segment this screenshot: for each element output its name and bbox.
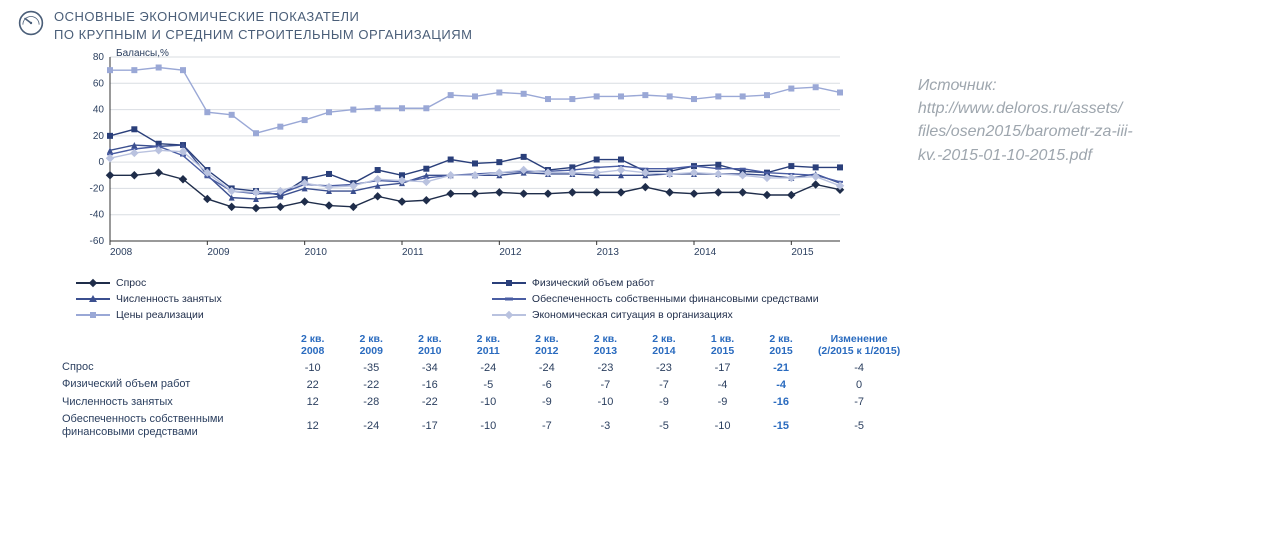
svg-text:2011: 2011	[402, 247, 424, 258]
legend-item-volume: Физический объем работ	[492, 275, 908, 291]
cell: -16	[752, 394, 811, 411]
cell: -5	[635, 411, 694, 441]
svg-text:-20: -20	[90, 184, 105, 195]
cell: -7	[518, 411, 577, 441]
legend-item-finance: Обеспеченность собственными финансовыми …	[492, 291, 908, 307]
svg-text:40: 40	[93, 105, 105, 116]
cell: -9	[693, 394, 752, 411]
svg-text:2008: 2008	[110, 247, 133, 258]
cell: -6	[518, 376, 577, 393]
col-header: 2 кв.2013	[576, 331, 635, 359]
cell: -7	[810, 394, 907, 411]
cell: -5	[459, 376, 517, 393]
source-citation: Источник: http://www.deloros.ru/assets/ …	[918, 74, 1254, 167]
row-label: Физический объем работ	[62, 376, 283, 393]
cell: -3	[576, 411, 635, 441]
cell: -10	[693, 411, 752, 441]
svg-text:0: 0	[98, 157, 104, 168]
cell: -9	[518, 394, 577, 411]
row-label: Численность занятых	[62, 394, 283, 411]
col-header: 2 кв.2008	[283, 331, 342, 359]
cell: -34	[401, 359, 460, 376]
svg-text:2013: 2013	[597, 247, 620, 258]
cell: -5	[810, 411, 907, 441]
cell: -7	[635, 376, 694, 393]
col-header: Изменение(2/2015 к 1/2015)	[810, 331, 907, 359]
cell: -9	[635, 394, 694, 411]
cell: -4	[752, 376, 811, 393]
cell: -7	[576, 376, 635, 393]
cell: -10	[576, 394, 635, 411]
cell: -24	[518, 359, 577, 376]
legend-item-spros: Спрос	[76, 275, 492, 291]
svg-text:2010: 2010	[305, 247, 328, 258]
cell: 22	[283, 376, 342, 393]
svg-text:-60: -60	[90, 236, 105, 247]
col-header: 2 кв.2012	[518, 331, 577, 359]
svg-text:Балансы,%: Балансы,%	[116, 48, 169, 59]
legend-item-employ: Численность занятых	[76, 291, 492, 307]
svg-text:20: 20	[93, 131, 105, 142]
data-table: 2 кв.20082 кв.20092 кв.20102 кв.20112 кв…	[62, 331, 908, 441]
cell: 0	[810, 376, 907, 393]
cell: -24	[459, 359, 517, 376]
gauge-icon	[18, 10, 44, 36]
cell: -23	[576, 359, 635, 376]
svg-text:80: 80	[93, 52, 105, 63]
cell: -28	[342, 394, 401, 411]
cell: -17	[693, 359, 752, 376]
cell: -15	[752, 411, 811, 441]
row-label: Спрос	[62, 359, 283, 376]
col-header: 2 кв.2011	[459, 331, 517, 359]
col-header: 2 кв.2015	[752, 331, 811, 359]
cell: -17	[401, 411, 460, 441]
cell: -21	[752, 359, 811, 376]
svg-text:2009: 2009	[207, 247, 230, 258]
row-label: Обеспеченность собственными финансовыми …	[62, 411, 283, 441]
cell: -23	[635, 359, 694, 376]
svg-text:2015: 2015	[791, 247, 814, 258]
svg-text:60: 60	[93, 78, 105, 89]
chart-legend: СпросЧисленность занятыхЦены реализации …	[76, 275, 908, 323]
cell: -35	[342, 359, 401, 376]
page-title: ОСНОВНЫЕ ЭКОНОМИЧЕСКИЕ ПОКАЗАТЕЛИ ПО КРУ…	[54, 8, 472, 43]
legend-item-prices: Цены реализации	[76, 307, 492, 323]
cell: -4	[693, 376, 752, 393]
cell: -10	[459, 394, 517, 411]
cell: -10	[283, 359, 342, 376]
cell: 12	[283, 411, 342, 441]
col-header: 2 кв.2010	[401, 331, 460, 359]
cell: -24	[342, 411, 401, 441]
cell: -16	[401, 376, 460, 393]
line-chart: -60 -40 -20 0 20 40 60 80 2008 2009 2010 2011 2012 20…	[62, 47, 908, 271]
cell: -4	[810, 359, 907, 376]
col-header: 1 кв.2015	[693, 331, 752, 359]
cell: -22	[401, 394, 460, 411]
svg-text:2012: 2012	[499, 247, 522, 258]
cell: 12	[283, 394, 342, 411]
legend-item-situation: Экономическая ситуация в организациях	[492, 307, 908, 323]
cell: -10	[459, 411, 517, 441]
svg-text:2014: 2014	[694, 247, 717, 258]
col-header: 2 кв.2014	[635, 331, 694, 359]
col-header: 2 кв.2009	[342, 331, 401, 359]
svg-text:-40: -40	[90, 210, 105, 221]
cell: -22	[342, 376, 401, 393]
